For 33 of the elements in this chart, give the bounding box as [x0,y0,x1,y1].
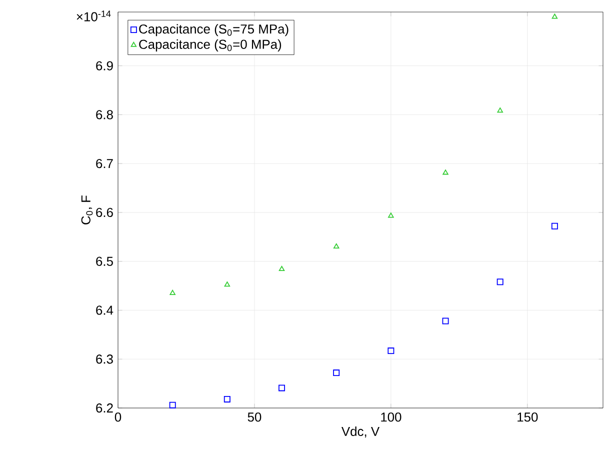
x-axis-title: Vdc, V [341,426,380,438]
point [333,243,340,249]
point [278,266,285,272]
point [388,212,394,218]
point [170,290,176,295]
point [333,370,340,376]
y-tick-label: 6.7 [96,158,113,168]
legend-label: Capacitance (S$_{0}$=75 MPa) [139,24,288,36]
text: ×10$^{-14}$ [76,10,111,22]
y-tick-label: 6.4 [96,306,114,315]
point [388,348,394,354]
y-tick-label: 6.6 [96,208,113,218]
y-tick-label: 6.8 [96,110,113,120]
point [552,14,558,19]
point [224,282,230,287]
x-tick-label: 150 [518,412,538,422]
y-tick-label: 6.9 [96,61,113,70]
y-tick-label: 6.2 [96,403,113,413]
point [442,170,448,175]
point [497,108,503,113]
y-tick-label: 6.3 [96,354,113,364]
x-tick-label: 0 [114,412,122,422]
point [442,318,449,324]
x-tick-label: 50 [248,412,262,422]
y-axis-title: C$_{0}$, F [81,196,93,224]
y-tick-label: 6.5 [96,256,113,266]
point [169,402,176,408]
point [224,396,230,402]
legend-label: Capacitance (S$_{0}$=0 MPa) [139,39,282,52]
point [551,222,558,230]
point [278,384,286,392]
x-tick-label: 100 [381,412,402,422]
point [496,278,504,286]
